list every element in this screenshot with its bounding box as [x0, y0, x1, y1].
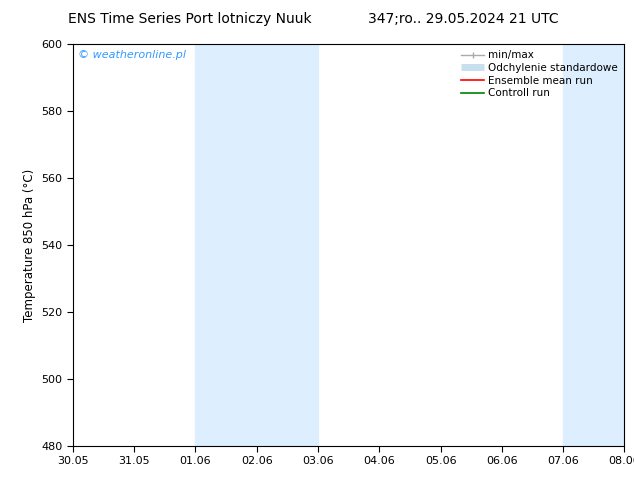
Text: © weatheronline.pl: © weatheronline.pl [79, 50, 186, 60]
Bar [563, 44, 624, 446]
Bar [195, 44, 318, 446]
Legend: min/max, Odchylenie standardowe, Ensemble mean run, Controll run: min/max, Odchylenie standardowe, Ensembl… [457, 46, 623, 102]
Y-axis label: Temperature 850 hPa (°C): Temperature 850 hPa (°C) [23, 169, 36, 321]
Text: ENS Time Series Port lotniczy Nuuk: ENS Time Series Port lotniczy Nuuk [68, 12, 312, 26]
Text: 347;ro.. 29.05.2024 21 UTC: 347;ro.. 29.05.2024 21 UTC [368, 12, 558, 26]
